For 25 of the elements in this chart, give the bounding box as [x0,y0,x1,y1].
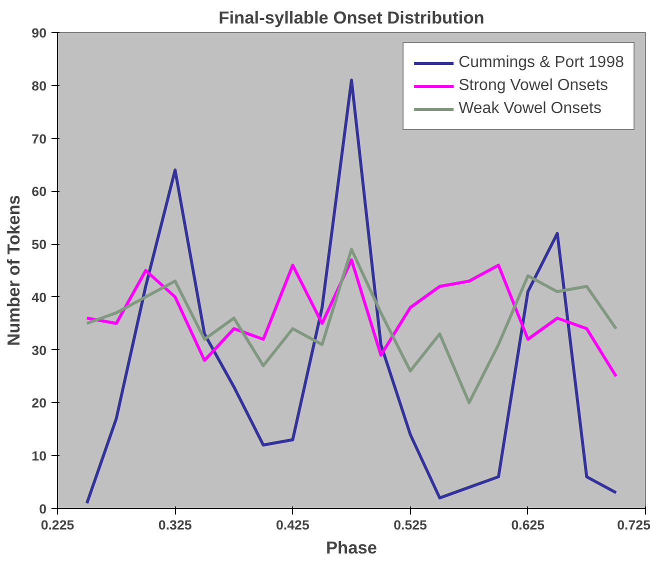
y-tick-label: 90 [32,26,47,40]
x-tick-label: 0.625 [511,518,546,532]
x-tick-label: 0.525 [394,518,428,532]
y-tick-label: 20 [32,396,47,411]
y-tick-label: 40 [32,290,47,305]
x-tick-label: 0.425 [276,518,310,532]
y-tick-label: 10 [32,448,47,464]
legend-label: Strong Vowel Onsets [458,77,608,95]
y-tick-label: 60 [32,184,47,200]
legend-label: Cummings & Port 1998 [458,54,624,72]
x-tick-label: 0.225 [40,518,75,532]
x-axis-title: Phase [326,538,378,558]
y-tick-label: 80 [32,78,47,94]
line-series [85,258,618,378]
x-tick-label: 0.725 [617,518,652,532]
line-series [85,78,618,505]
y-axis-title: Number of Tokens [4,195,24,346]
legend-label: Weak Vowel Onsets [458,100,602,118]
y-tick-label: 0 [39,502,47,516]
y-tick-label: 70 [32,131,47,146]
y-tick-label: 50 [32,237,47,252]
chart-title: Final-syllable Onset Distribution [218,8,484,28]
y-tick-label: 30 [32,342,47,358]
line-series [85,248,618,404]
x-tick-label: 0.325 [158,518,192,532]
